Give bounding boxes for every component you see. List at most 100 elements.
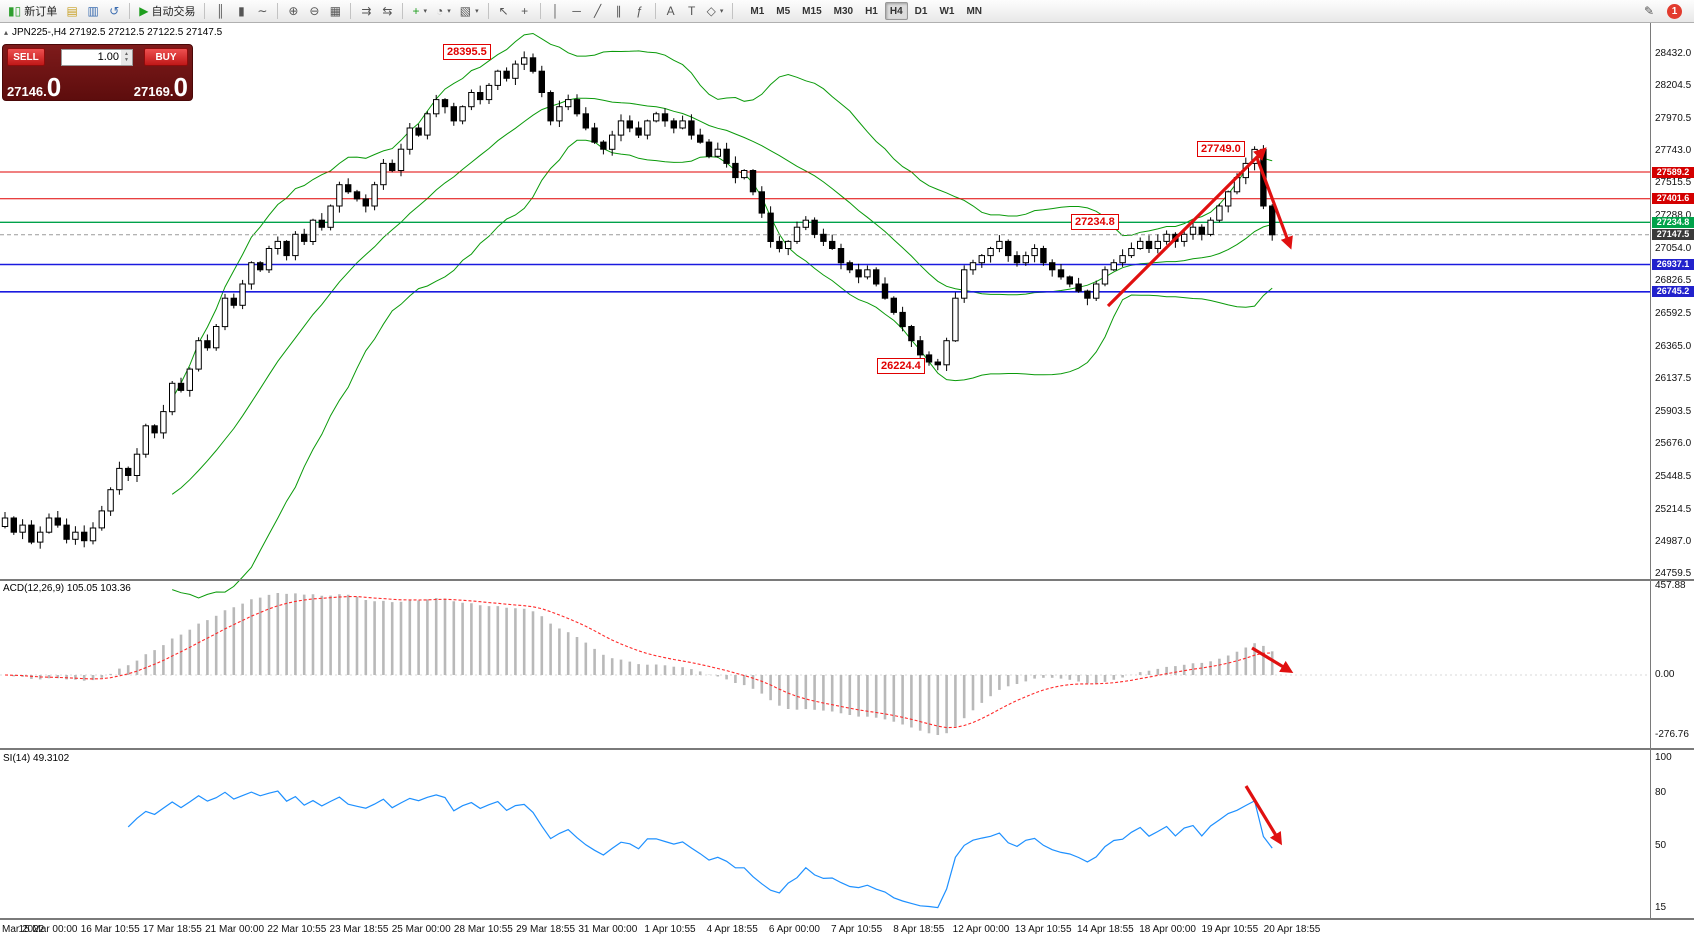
one-click-collapse-icon[interactable]: ▴ [4,28,9,37]
charts-profile-icon: ▤ [66,4,78,18]
stepper-up-icon[interactable]: ▲ [124,51,129,57]
one-click-trading-panel: SELL 1.00 ▲ ▼ BUY 27146. 0 27169. 0 [2,44,193,101]
zoom-in-button[interactable]: ⊕ [283,1,303,21]
sell-button[interactable]: SELL [7,48,45,66]
new-order-button[interactable]: ▮▯ 新订单 [4,1,61,21]
chevron-down-icon: ▾ [719,8,724,15]
price-axis-line [1650,23,1651,920]
panel-separator[interactable] [0,748,1694,750]
tile-windows-icon: ▦ [329,4,342,18]
auto-scroll-icon: ⇉ [361,4,372,18]
cursor-button[interactable]: ↖ [494,1,514,21]
timeframe-m15-button[interactable]: M15 [802,5,822,17]
horizontal-line-icon: ─ [572,4,581,18]
vertical-line-button[interactable]: │ [546,1,566,21]
text-button[interactable]: A [661,1,681,21]
volume-stepper[interactable]: ▲ ▼ [121,49,132,65]
toolbar-separator [204,3,206,19]
volume-value[interactable]: 1.00 [97,51,119,63]
channel-button[interactable]: ∥ [609,1,629,21]
cursor-icon: ↖ [498,4,509,18]
chevron-down-icon: ▾ [475,8,479,15]
time-axis-separator [0,918,1694,920]
timeframe-w1-button[interactable]: W1 [939,5,955,17]
timeframe-m1-button[interactable]: M1 [750,5,765,17]
trendline-icon: ╱ [593,4,602,18]
symbol-ohlc-label: ▴ JPN225-,H4 27192.5 27212.5 27122.5 271… [4,27,222,38]
navigator-icon: ↺ [109,4,120,18]
chevron-down-icon: ▾ [447,8,451,15]
macd-indicator-label: ACD(12,26,9) 105.05 103.36 [3,583,131,594]
chevron-down-icon: ▾ [423,8,427,15]
volume-field[interactable]: 1.00 ▲ ▼ [61,48,133,66]
zoom-out-button[interactable]: ⊖ [304,1,324,21]
trendline-button[interactable]: ╱ [588,1,608,21]
text-label-button[interactable]: T [682,1,702,21]
timeframe-h4-button[interactable]: H4 [884,2,908,20]
sell-price-main: 27146. [7,84,47,99]
text-label-icon: T [687,4,696,18]
rsi-indicator-label: SI(14) 49.3102 [3,753,70,764]
timeframe-m5-button[interactable]: M5 [776,5,791,17]
autotrade-button-label: 自动交易 [151,6,196,18]
toolbar-separator [487,3,489,19]
timeframe-mn-button[interactable]: MN [966,5,983,17]
candlestick-chart-icon: ▮ [238,4,245,18]
stepper-down-icon[interactable]: ▼ [124,57,129,63]
periods-button[interactable]: ◔ ▾ [432,1,455,21]
toolbar-right-group: ✎ 1 [1639,1,1690,21]
sell-price: 27146. 0 [7,71,62,102]
shapes-button[interactable]: ◇ ▾ [703,1,728,21]
notification-badge[interactable]: 1 [1667,3,1682,19]
sell-price-big-digit: 0 [46,71,62,102]
macd-signal-line [4,596,1273,729]
navigator-button[interactable]: ↺ [104,1,124,21]
bar-chart-button[interactable]: ║ [210,1,230,21]
toolbar-separator [350,3,352,19]
autotrade-button[interactable]: ▶ 自动交易 [135,1,199,21]
edit-button[interactable]: ✎ [1639,1,1659,21]
indicators-button[interactable]: + ▾ [408,1,431,21]
trend-arrows [1106,147,1294,846]
timeframe-d1-button[interactable]: D1 [914,5,928,17]
fibonacci-icon: ƒ [636,4,643,18]
vertical-line-icon: │ [551,4,560,18]
toolbar-separator [539,3,541,19]
crosshair-button[interactable]: + [515,1,535,21]
one-click-prices: 27146. 0 27169. 0 [7,68,188,102]
timeframe-h1-button[interactable]: H1 [865,5,878,17]
channel-icon: ∥ [615,4,622,18]
timeframe-toolbar: M1 M5 M15 M30 H1 H4 D1 W1 MN [745,2,987,20]
toolbar-separator [402,3,404,19]
line-chart-button[interactable]: ∼ [252,1,272,21]
market-watch-icon: ▥ [87,4,99,18]
toolbar-separator [654,3,656,19]
horizontal-line-button[interactable]: ─ [567,1,587,21]
shapes-icon: ◇ [706,4,716,18]
zoom-in-icon: ⊕ [288,4,299,18]
buy-price: 27169. 0 [134,73,188,99]
macd-histogram [12,593,1274,735]
candlestick-chart-button[interactable]: ▮ [231,1,251,21]
charts-profile-button[interactable]: ▤ [62,1,82,21]
autotrade-icon: ▶ [139,4,149,18]
chart-shift-button[interactable]: ⇆ [377,1,397,21]
templates-button[interactable]: ▧ ▾ [456,1,483,21]
panel-separator[interactable] [0,579,1694,581]
candlestick-series [1,51,1276,549]
bollinger-bands [171,32,1273,599]
indicators-icon: + [412,4,420,18]
toolbar-button-group: ▮▯ 新订单 ▤ ▥ ↺ ▶ 自动交易 ║ ▮ ∼ ⊕ ⊖ ▦ ⇉ ⇆ + ▾ ◔ ▾ ▧ ▾ ↖ + │ ─ ╱ ∥ ƒ A T ◇ ▾ [4,1,737,21]
timeframe-m30-button[interactable]: M30 [833,5,854,17]
tile-windows-button[interactable]: ▦ [325,1,345,21]
market-watch-button[interactable]: ▥ [83,1,103,21]
bar-chart-icon: ║ [216,4,225,18]
buy-button[interactable]: BUY [144,48,188,66]
pencil-icon: ✎ [1643,4,1655,18]
line-chart-icon: ∼ [257,4,268,18]
auto-scroll-button[interactable]: ⇉ [356,1,376,21]
main-toolbar: ▮▯ 新订单 ▤ ▥ ↺ ▶ 自动交易 ║ ▮ ∼ ⊕ ⊖ ▦ ⇉ ⇆ + ▾ ◔ ▾ ▧ ▾ ↖ + │ ─ ╱ ∥ ƒ A T ◇ ▾ M… [0,0,1694,23]
fibonacci-button[interactable]: ƒ [630,1,650,21]
